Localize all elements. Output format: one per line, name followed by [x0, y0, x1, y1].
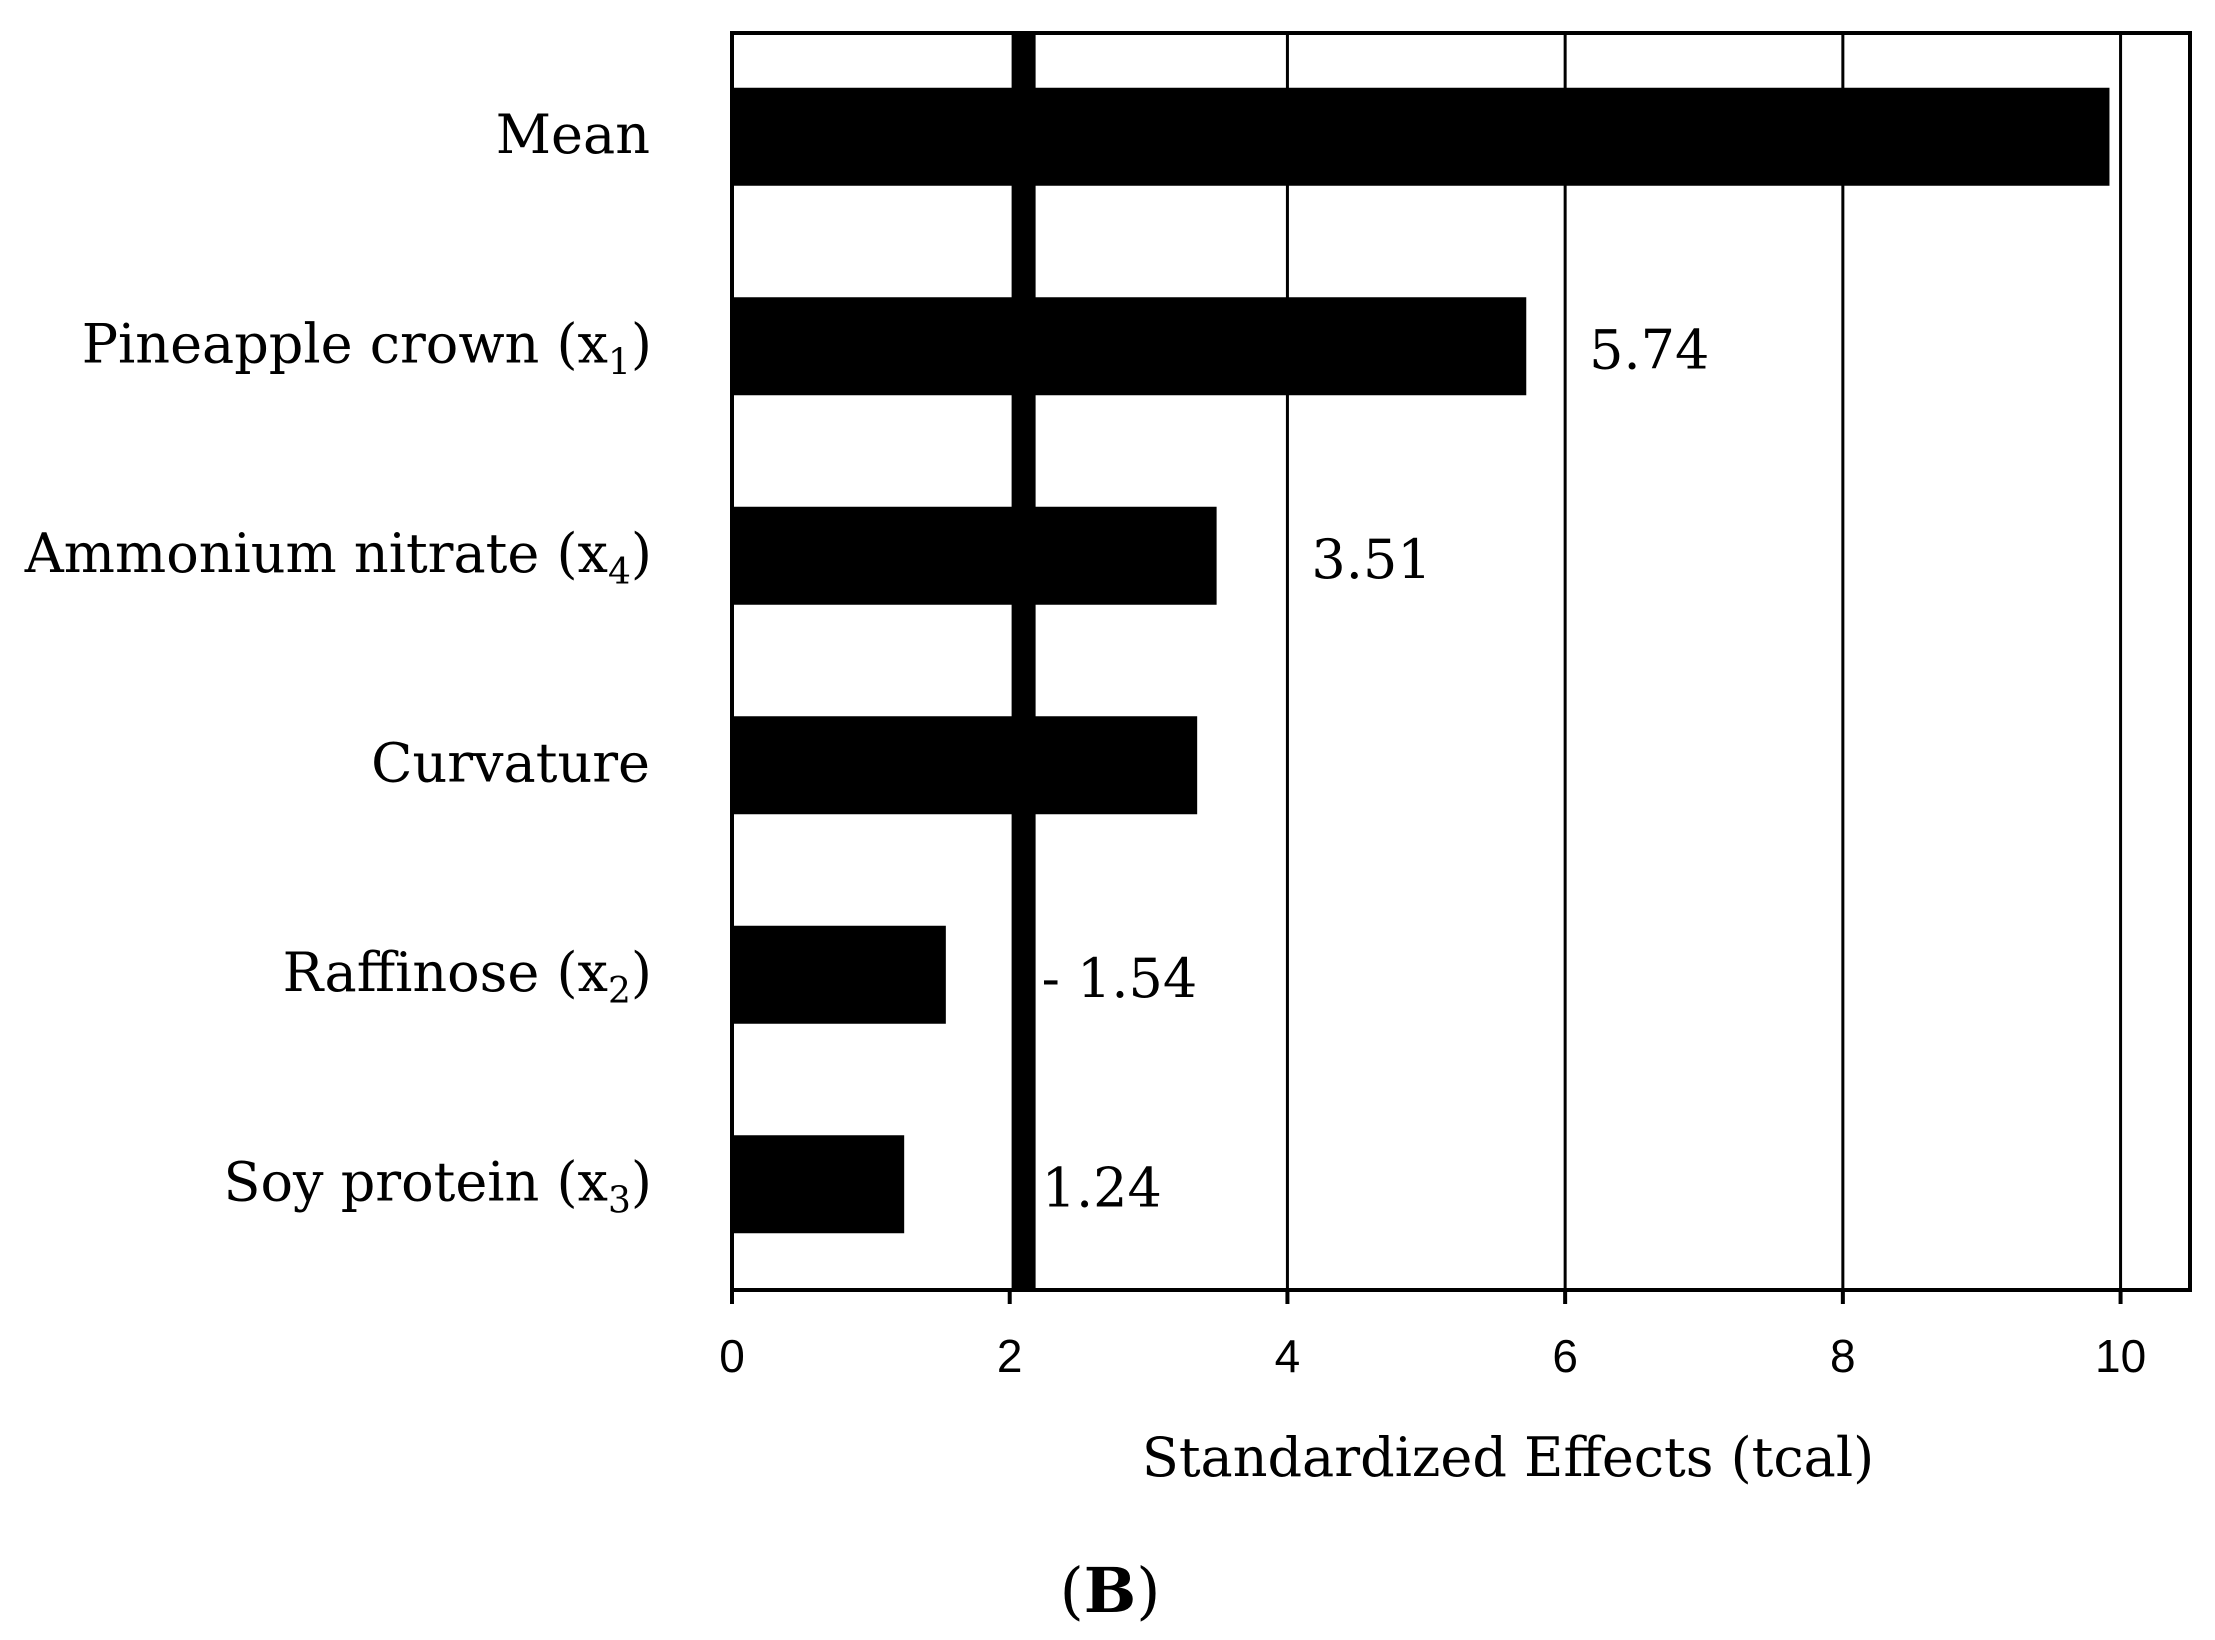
category-label-4: Raffinose (x2) [283, 941, 652, 1012]
category-label-close-paren: ) [631, 522, 652, 585]
bar-2 [732, 506, 1217, 605]
category-label-text: Ammonium nitrate (x [24, 522, 608, 585]
x-tick-label-8: 8 [1830, 1330, 1856, 1382]
bar-0 [732, 87, 2110, 186]
category-label-subscript: 3 [608, 1180, 631, 1221]
category-label-subscript: 2 [608, 971, 631, 1012]
x-tick-label-6: 6 [1552, 1330, 1578, 1382]
plot-frame [730, 31, 2192, 1292]
category-label-text: Pineapple crown (x [82, 312, 608, 375]
category-label-close-paren: ) [631, 312, 652, 375]
bar-5 [732, 1135, 905, 1234]
data-label-2: 3.51 [1311, 528, 1431, 591]
panel-label-close-paren: ) [1136, 1554, 1160, 1627]
panel-label-open-paren: ( [1060, 1554, 1084, 1627]
x-axis-label: Standardized Effects (tcal) [1142, 1426, 1874, 1489]
category-label-2: Ammonium nitrate (x4) [24, 522, 652, 593]
x-tick-label-4: 4 [1275, 1330, 1301, 1382]
category-label-text: Curvature [371, 731, 650, 794]
data-label-4: - 1.54 [1042, 947, 1198, 1010]
category-label-text: Mean [496, 103, 650, 166]
bar-3 [732, 716, 1198, 815]
x-tick-label-2: 2 [997, 1330, 1023, 1382]
category-label-subscript: 4 [608, 552, 631, 593]
x-tick-label-0: 0 [719, 1330, 745, 1382]
data-label-1: 5.74 [1589, 318, 1709, 381]
category-label-close-paren: ) [631, 1150, 652, 1213]
category-label-close-paren: ) [631, 941, 652, 1004]
category-label-subscript: 1 [608, 342, 631, 383]
category-label-3: Curvature [371, 731, 650, 794]
bar-1 [732, 297, 1527, 396]
data-label-5: 1.24 [1042, 1156, 1162, 1219]
category-label-text: Raffinose (x [283, 941, 608, 1004]
category-label-1: Pineapple crown (x1) [82, 312, 652, 383]
bar-4 [732, 925, 946, 1024]
category-label-text: Soy protein (x [224, 1150, 608, 1213]
x-tick-label-10: 10 [2095, 1330, 2146, 1382]
category-label-5: Soy protein (x3) [224, 1150, 652, 1221]
panel-label: (B) [1060, 1554, 1161, 1627]
panel-label-letter: B [1084, 1554, 1136, 1627]
category-label-0: Mean [496, 103, 650, 166]
